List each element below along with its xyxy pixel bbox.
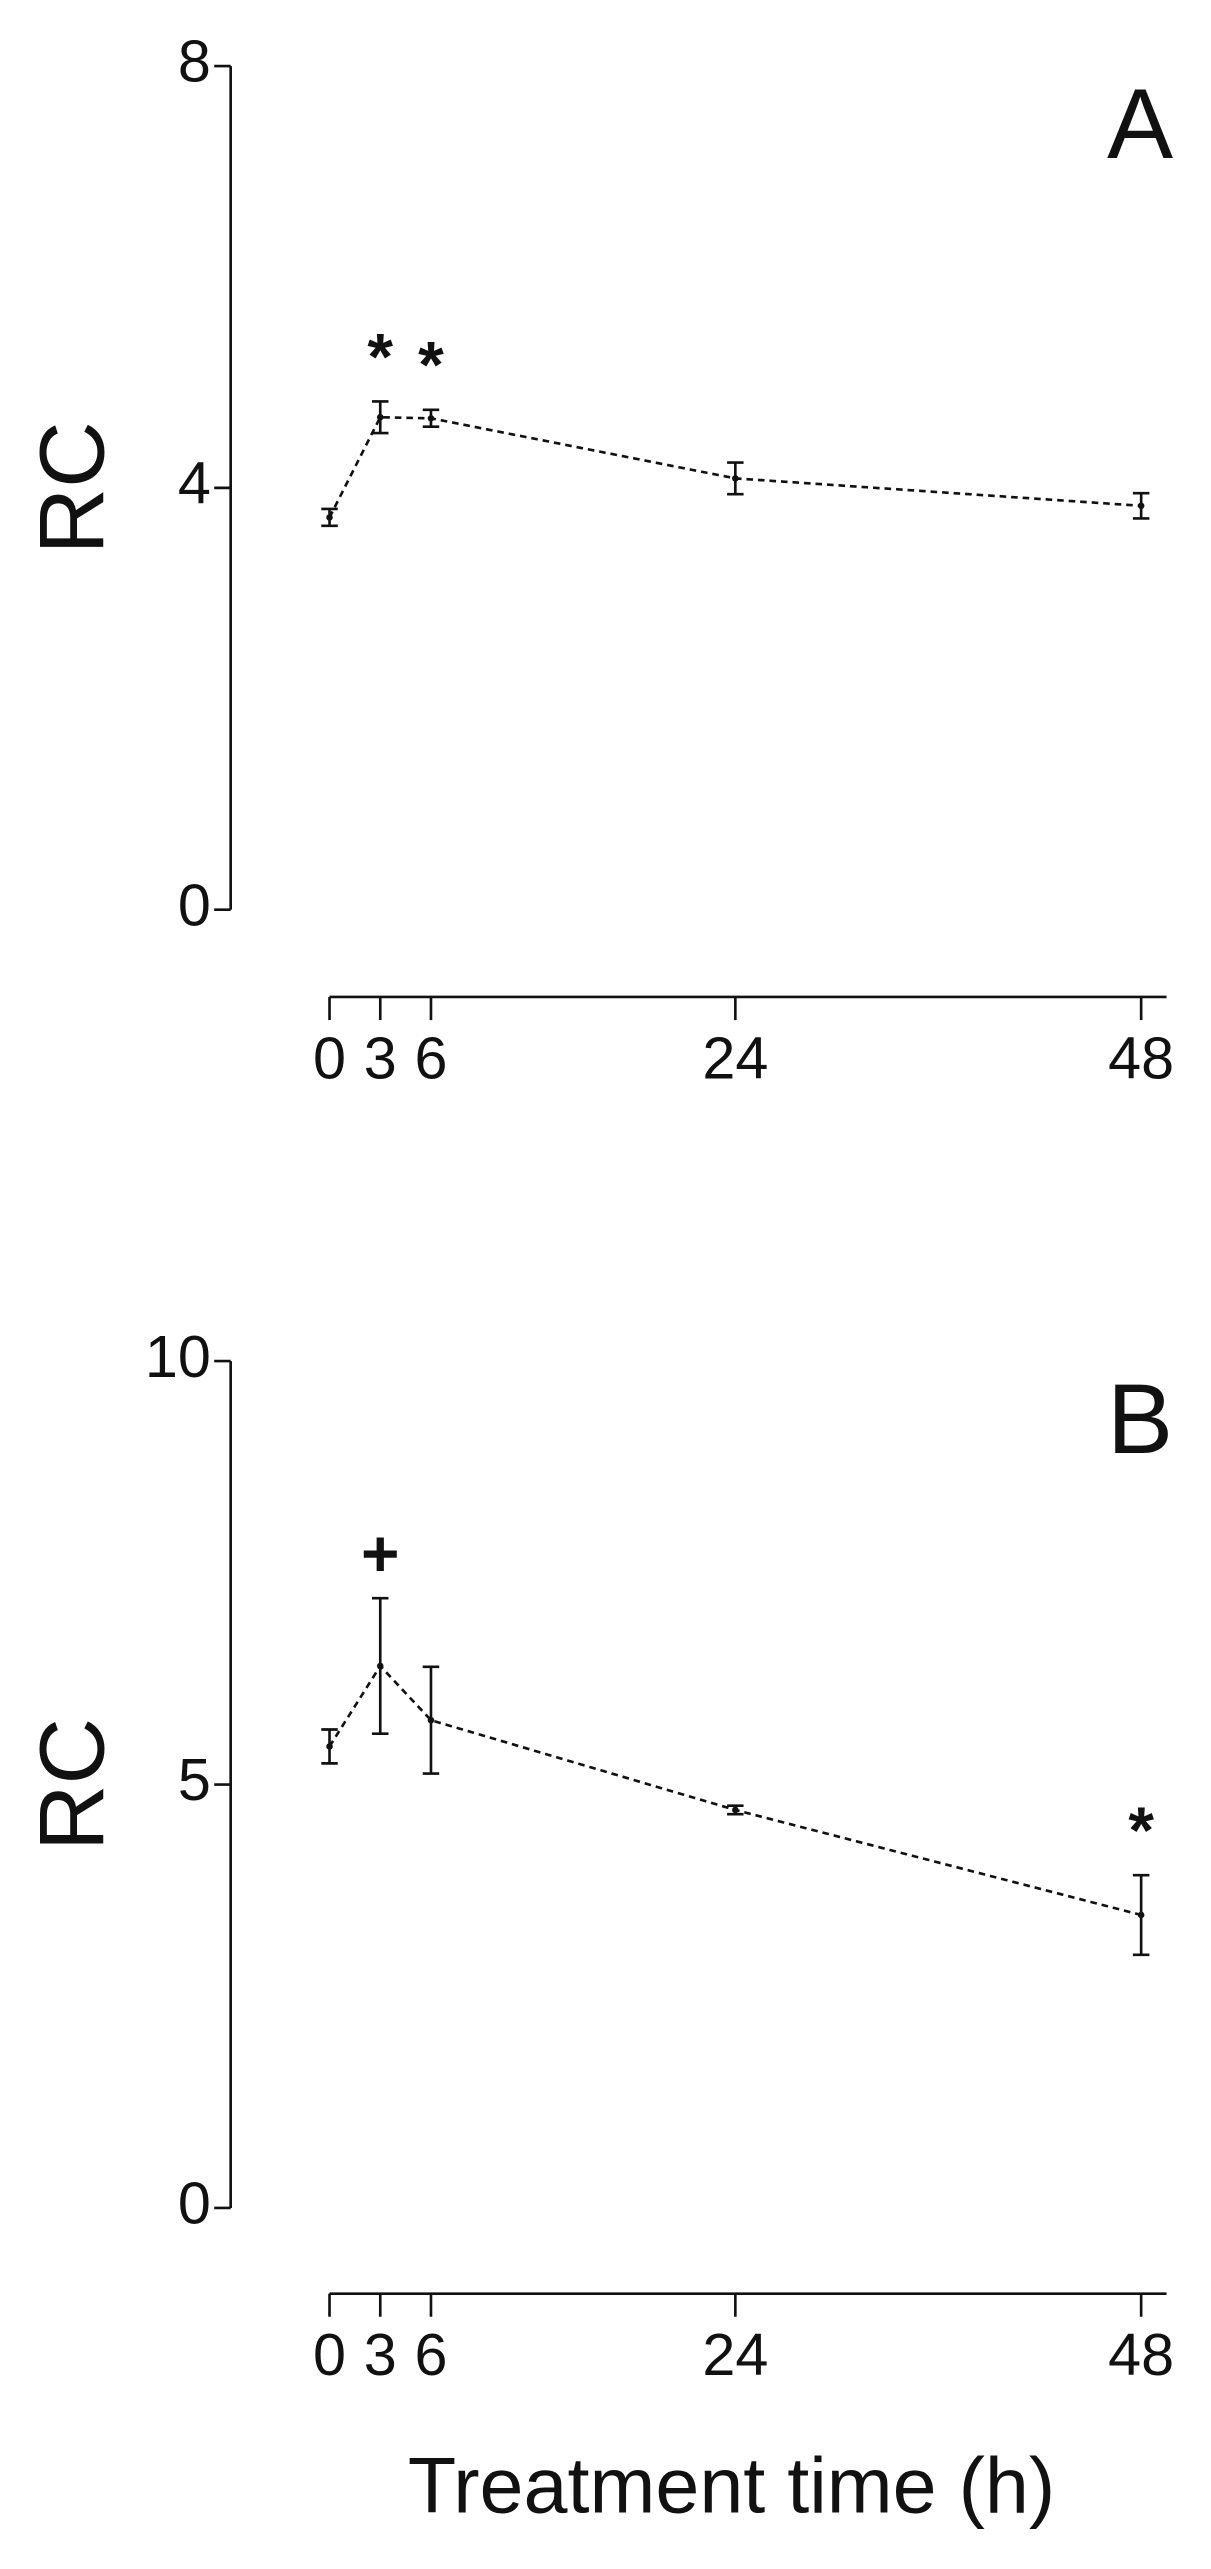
data-line xyxy=(328,1663,1142,1917)
x-tick-label: 0 xyxy=(313,2321,346,2388)
y-tick-label: 5 xyxy=(178,1746,211,1813)
y-axis-label: RC xyxy=(19,1718,123,1851)
panel-label: A xyxy=(1107,69,1173,179)
data-point xyxy=(376,1662,384,1670)
x-tick-label: 0 xyxy=(313,1025,346,1092)
x-tick-label: 3 xyxy=(364,1025,397,1092)
data-point xyxy=(1137,502,1145,510)
data-point xyxy=(732,1806,739,1814)
y-tick-label: 8 xyxy=(178,28,211,95)
x-tick-label: 24 xyxy=(702,1025,768,1092)
y-tick-label: 4 xyxy=(178,450,211,517)
x-tick-label: 3 xyxy=(364,2321,397,2388)
y-tick-label: 0 xyxy=(178,2170,211,2237)
annotation: * xyxy=(367,319,393,393)
x-tick-label: 24 xyxy=(702,2321,768,2388)
x-tick-label: 48 xyxy=(1108,2321,1174,2388)
data-point xyxy=(326,514,333,521)
x-tick-label: 48 xyxy=(1108,1025,1174,1092)
annotation: * xyxy=(1128,1793,1154,1867)
data-point xyxy=(376,413,384,421)
data-point xyxy=(427,1716,435,1724)
data-point xyxy=(326,1743,333,1750)
data-point xyxy=(427,414,435,422)
x-tick-label: 6 xyxy=(414,1025,447,1092)
y-tick-label: 10 xyxy=(145,1323,211,1390)
y-tick-label: 0 xyxy=(178,871,211,938)
x-tick-label: 6 xyxy=(414,2321,447,2388)
panel-label: B xyxy=(1107,1364,1173,1474)
annotation: * xyxy=(418,328,444,402)
x-axis-label: Treatment time (h) xyxy=(408,2440,1055,2529)
data-point xyxy=(1137,1911,1145,1919)
annotation: + xyxy=(361,1516,399,1590)
y-axis-label: RC xyxy=(19,421,123,554)
data-point xyxy=(732,475,739,482)
